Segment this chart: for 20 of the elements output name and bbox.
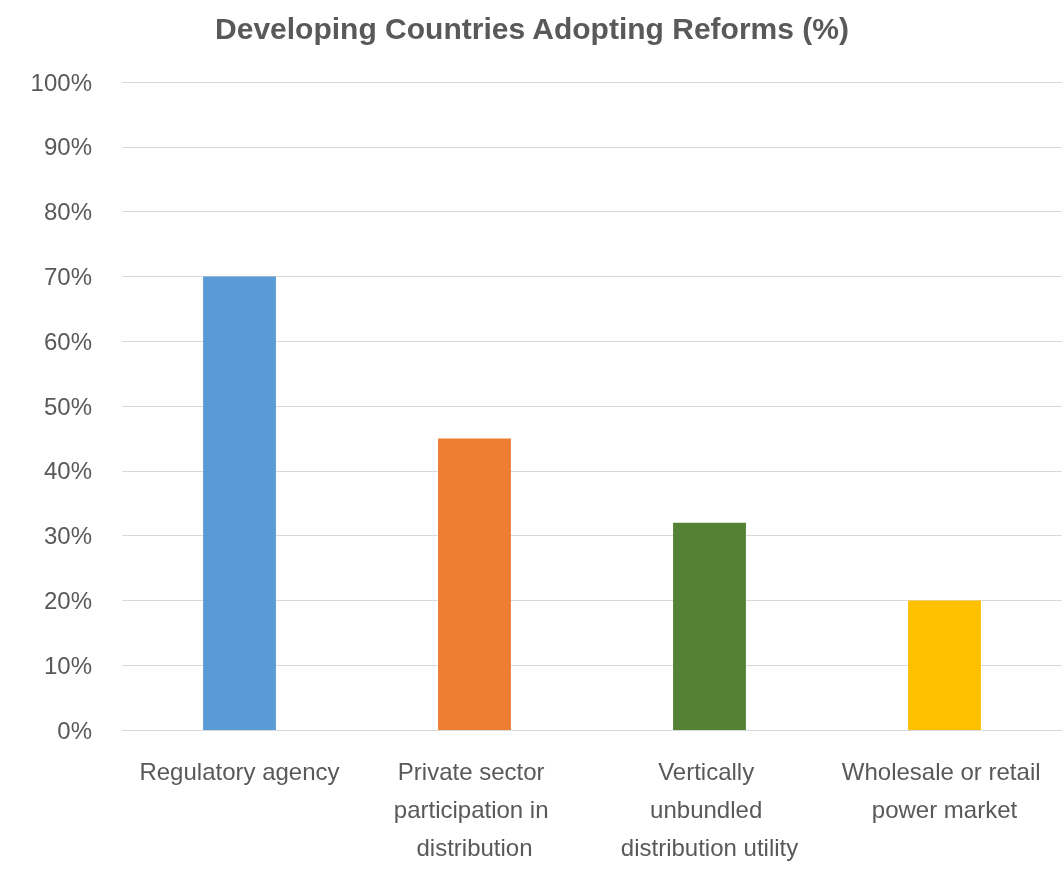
x-tick-label: Private sector participation in distribution <box>393 757 556 861</box>
bar <box>908 600 981 730</box>
x-tick-label: Wholesale or retail power market <box>841 757 1048 823</box>
y-tick-label: 70% <box>43 262 92 290</box>
x-tick-label: Regulatory agency <box>139 757 340 785</box>
y-tick-label: 0% <box>57 716 92 744</box>
chart-title: Developing Countries Adopting Reforms (%) <box>215 11 849 45</box>
y-tick-label: 90% <box>43 133 92 161</box>
y-tick-label: 20% <box>43 586 92 614</box>
y-tick-label: 80% <box>43 198 92 226</box>
bar <box>673 522 746 730</box>
y-tick-label: 10% <box>43 651 92 679</box>
bar <box>438 438 511 730</box>
y-tick-label: 40% <box>43 457 92 485</box>
y-tick-label: 30% <box>43 522 92 550</box>
bar <box>203 276 276 730</box>
y-tick-label: 50% <box>43 392 92 420</box>
y-tick-label: 60% <box>43 327 92 355</box>
x-tick-label: Vertically unbundled distribution utility <box>620 757 799 861</box>
y-tick-label: 100% <box>30 68 92 96</box>
